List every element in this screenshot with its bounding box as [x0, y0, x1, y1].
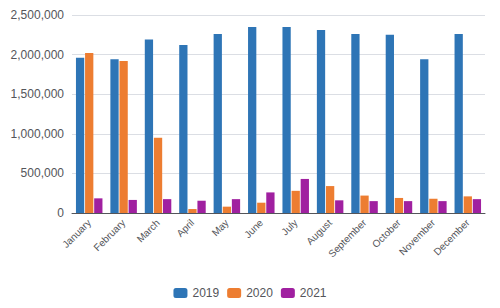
svg-text:December: December — [431, 217, 472, 258]
svg-text:May: May — [210, 217, 231, 238]
svg-text:2020: 2020 — [246, 286, 273, 300]
svg-text:October: October — [370, 217, 403, 250]
svg-text:August: August — [304, 217, 334, 247]
svg-text:500,000: 500,000 — [21, 166, 65, 180]
svg-text:July: July — [279, 217, 299, 237]
svg-text:January: January — [60, 217, 93, 250]
svg-text:June: June — [242, 217, 265, 240]
svg-text:2,000,000: 2,000,000 — [11, 48, 65, 62]
svg-text:February: February — [91, 217, 127, 253]
svg-text:March: March — [135, 217, 162, 244]
svg-text:1,000,000: 1,000,000 — [11, 127, 65, 141]
svg-text:November: November — [396, 217, 438, 258]
svg-text:0: 0 — [57, 206, 64, 220]
svg-text:April: April — [174, 217, 196, 239]
svg-text:2,500,000: 2,500,000 — [11, 8, 65, 22]
svg-text:September: September — [326, 217, 369, 260]
svg-text:2021: 2021 — [300, 286, 327, 300]
svg-text:1,500,000: 1,500,000 — [11, 87, 65, 101]
svg-text:2019: 2019 — [192, 286, 219, 300]
